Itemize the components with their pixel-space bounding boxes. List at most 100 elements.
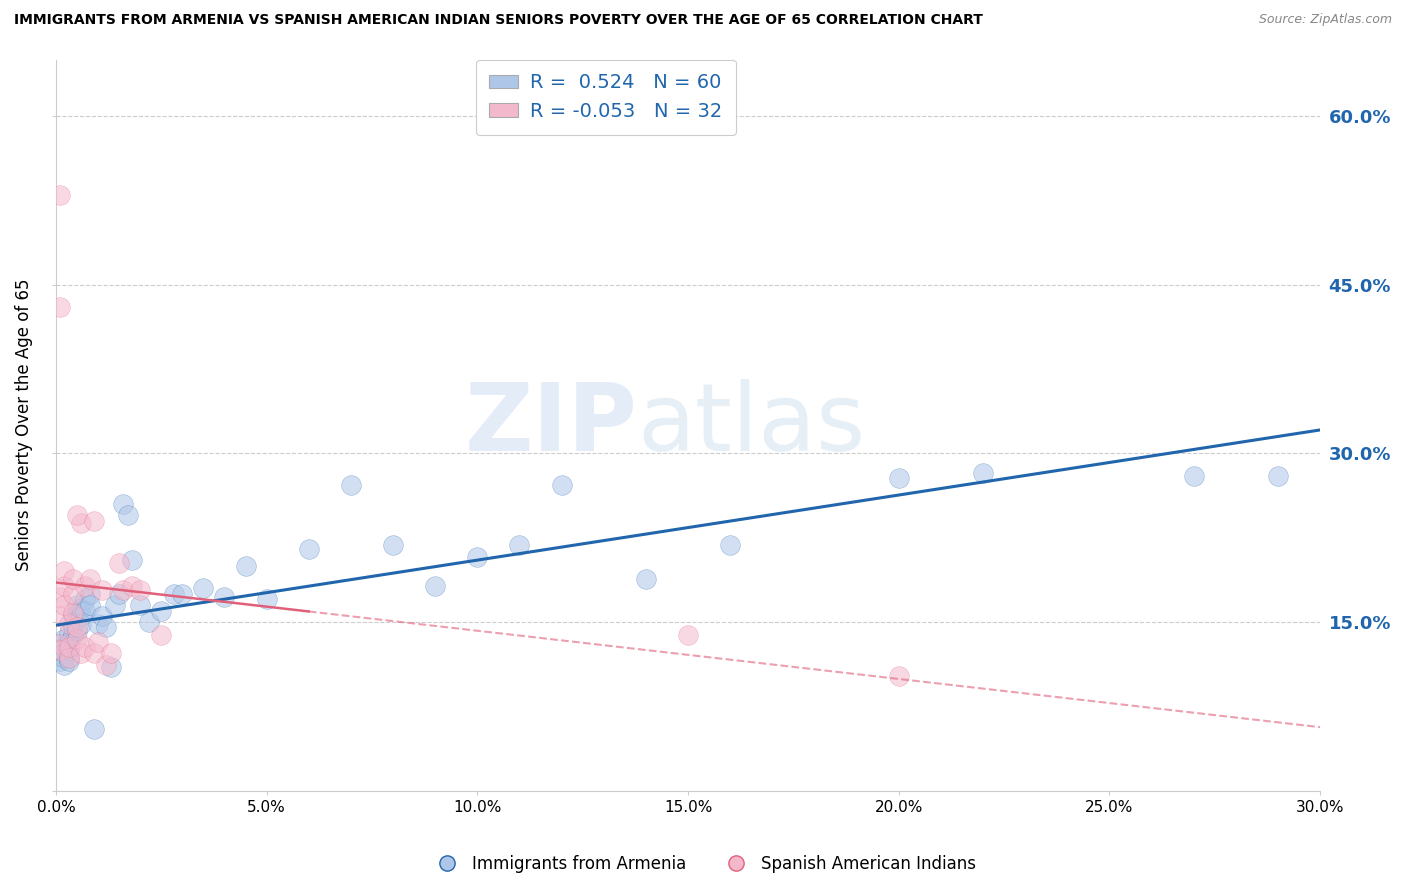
Point — [79, 598, 101, 612]
Point — [100, 646, 122, 660]
Point — [70, 646, 93, 660]
Point — [87, 635, 110, 649]
Point — [138, 615, 160, 629]
Point — [172, 587, 194, 601]
Point — [70, 617, 93, 632]
Point — [465, 549, 488, 564]
Point — [58, 654, 80, 668]
Point — [49, 187, 72, 202]
Point — [58, 643, 80, 657]
Point — [214, 590, 236, 604]
Point — [96, 620, 118, 634]
Point — [100, 660, 122, 674]
Point — [49, 648, 72, 663]
Point — [53, 640, 76, 654]
Point — [62, 606, 84, 620]
Point — [70, 609, 93, 624]
Point — [53, 646, 76, 660]
Point — [129, 583, 152, 598]
Point — [62, 587, 84, 601]
Text: atlas: atlas — [637, 379, 866, 471]
Point — [66, 632, 89, 646]
Point — [62, 609, 84, 624]
Point — [70, 601, 93, 615]
Legend: R =  0.524   N = 60, R = -0.053   N = 32: R = 0.524 N = 60, R = -0.053 N = 32 — [475, 60, 735, 135]
Point — [49, 654, 72, 668]
Point — [53, 598, 76, 612]
Point — [58, 649, 80, 664]
Point — [58, 635, 80, 649]
Point — [108, 587, 131, 601]
Point — [87, 617, 110, 632]
Point — [382, 538, 405, 552]
Point — [75, 640, 97, 654]
Point — [79, 587, 101, 601]
Point — [53, 650, 76, 665]
Point — [634, 572, 657, 586]
Point — [508, 538, 530, 552]
Point — [62, 572, 84, 586]
Point — [53, 657, 76, 672]
Point — [96, 657, 118, 672]
Point — [425, 579, 447, 593]
Point — [53, 564, 76, 578]
Point — [718, 538, 741, 552]
Point — [91, 609, 114, 624]
Point — [1182, 468, 1205, 483]
Point — [62, 620, 84, 634]
Point — [66, 620, 89, 634]
Point — [550, 477, 572, 491]
Point — [340, 477, 363, 491]
Point — [298, 541, 321, 556]
Point — [256, 592, 278, 607]
Point — [58, 640, 80, 654]
Point — [112, 497, 135, 511]
Text: Source: ZipAtlas.com: Source: ZipAtlas.com — [1258, 13, 1392, 27]
Point — [53, 579, 76, 593]
Point — [75, 579, 97, 593]
Point — [112, 583, 135, 598]
Text: ZIP: ZIP — [464, 379, 637, 471]
Point — [108, 557, 131, 571]
Point — [235, 558, 257, 573]
Point — [66, 606, 89, 620]
Point — [75, 592, 97, 607]
Point — [49, 590, 72, 604]
Point — [49, 643, 72, 657]
Point — [104, 598, 127, 612]
Point — [49, 643, 72, 657]
Point — [163, 587, 186, 601]
Point — [66, 624, 89, 638]
Point — [117, 508, 139, 522]
Point — [58, 617, 80, 632]
Legend: Immigrants from Armenia, Spanish American Indians: Immigrants from Armenia, Spanish America… — [423, 848, 983, 880]
Point — [66, 598, 89, 612]
Point — [49, 609, 72, 624]
Point — [972, 467, 994, 481]
Point — [75, 604, 97, 618]
Y-axis label: Seniors Poverty Over the Age of 65: Seniors Poverty Over the Age of 65 — [15, 279, 32, 571]
Point — [83, 514, 105, 528]
Point — [1267, 468, 1289, 483]
Point — [193, 581, 215, 595]
Point — [66, 508, 89, 522]
Point — [121, 553, 143, 567]
Point — [150, 604, 173, 618]
Point — [121, 579, 143, 593]
Point — [83, 646, 105, 660]
Point — [58, 650, 80, 665]
Point — [83, 722, 105, 736]
Point — [49, 637, 72, 651]
Point — [62, 617, 84, 632]
Point — [129, 598, 152, 612]
Point — [58, 626, 80, 640]
Point — [79, 572, 101, 586]
Point — [49, 300, 72, 314]
Point — [887, 669, 910, 683]
Point — [70, 516, 93, 530]
Point — [676, 628, 699, 642]
Point — [887, 471, 910, 485]
Point — [91, 583, 114, 598]
Point — [62, 628, 84, 642]
Point — [53, 632, 76, 646]
